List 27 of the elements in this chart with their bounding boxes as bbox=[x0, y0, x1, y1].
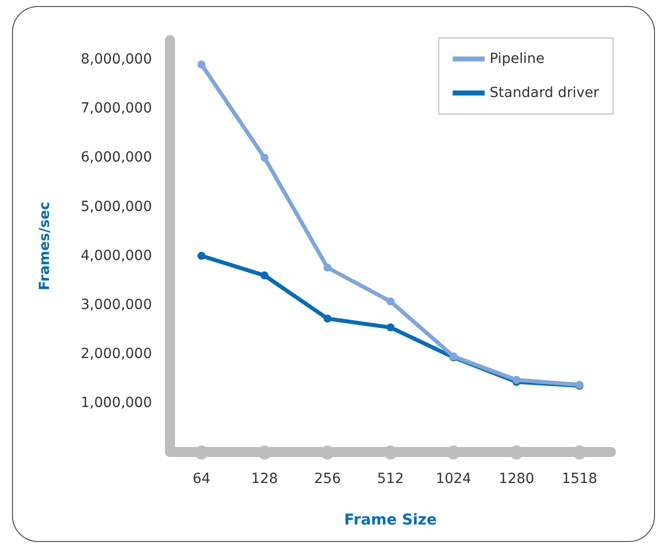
point bbox=[260, 271, 268, 280]
x-tick-label: 1024 bbox=[436, 471, 472, 487]
point bbox=[386, 323, 394, 332]
point bbox=[198, 60, 206, 69]
legend-label: Standard driver bbox=[490, 85, 600, 101]
y-tick-label: 7,000,000 bbox=[80, 100, 152, 117]
y-tick-label: 6,000,000 bbox=[80, 150, 152, 166]
y-tick-label: 1,000,000 bbox=[80, 394, 152, 411]
point bbox=[260, 154, 268, 162]
y-tick-label: 5,000,000 bbox=[80, 198, 152, 215]
x-tick-label: 64 bbox=[192, 471, 210, 487]
point bbox=[386, 297, 394, 306]
x-tick-label: 1280 bbox=[498, 471, 534, 487]
y-tick-label: 4,000,000 bbox=[80, 248, 152, 264]
legend-label: Pipeline bbox=[490, 51, 544, 67]
y-axis-title: Frames/sec bbox=[37, 202, 53, 290]
point bbox=[324, 314, 332, 323]
y-tick-label: 2,000,000 bbox=[80, 346, 152, 362]
y-tick-label: 8,000,000 bbox=[80, 52, 152, 68]
x-tick-label: 512 bbox=[377, 471, 404, 487]
x-tick-label: 1518 bbox=[562, 471, 598, 487]
point bbox=[198, 252, 206, 260]
x-tick-label: 128 bbox=[251, 471, 278, 487]
point bbox=[324, 264, 332, 272]
x-axis-title: Frame Size bbox=[344, 510, 437, 528]
y-tick-label: 3,000,000 bbox=[80, 296, 152, 313]
x-tick-label: 256 bbox=[314, 471, 341, 487]
